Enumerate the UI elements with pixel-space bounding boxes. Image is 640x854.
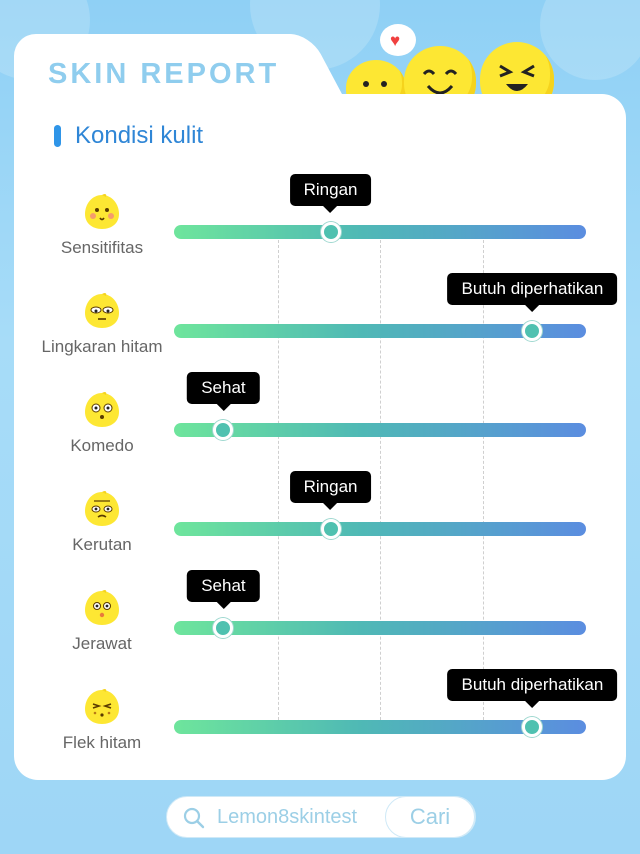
level-slider-knob bbox=[213, 618, 234, 638]
heart-icon: ♥ bbox=[390, 31, 401, 50]
level-slider-track bbox=[174, 618, 586, 638]
level-slider-track bbox=[174, 321, 586, 341]
skin-condition-row: Kerutan Ringan bbox=[14, 471, 626, 579]
level-slider-track bbox=[174, 420, 586, 440]
row-label: Flek hitam bbox=[62, 733, 142, 752]
status-tooltip: Butuh diperhatikan bbox=[447, 669, 618, 708]
grid-line bbox=[483, 240, 484, 720]
row-label: Lingkaran hitam bbox=[41, 337, 163, 356]
level-slider-track bbox=[174, 717, 586, 737]
section-title: Kondisi kulit bbox=[75, 122, 204, 149]
row-label: Jerawat bbox=[72, 634, 132, 653]
skin-condition-row: Lingkaran hitam Butuh diperhatikan bbox=[14, 273, 626, 381]
skin-condition-row: Jerawat Sehat bbox=[14, 570, 626, 678]
section-header: Kondisi kulit bbox=[54, 122, 203, 150]
skin-report-card: Kondisi kulit Sensitifitas Ringan Lingkara… bbox=[14, 94, 626, 780]
grid-line bbox=[278, 240, 279, 720]
section-accent bbox=[54, 125, 61, 147]
tired-lemon-icon bbox=[82, 291, 122, 331]
dotted-lemon-icon bbox=[82, 390, 122, 430]
level-slider-knob bbox=[320, 222, 341, 242]
skin-condition-row: Sensitifitas Ringan bbox=[14, 174, 626, 282]
level-slider-knob bbox=[522, 717, 543, 737]
heart-bubble: ♥ bbox=[380, 24, 416, 56]
level-slider-knob bbox=[213, 420, 234, 440]
status-tooltip: Ringan bbox=[289, 174, 372, 213]
page-title: SKIN REPORT bbox=[48, 58, 280, 90]
blush-lemon-icon bbox=[82, 192, 122, 232]
row-label: Komedo bbox=[70, 436, 134, 455]
status-tooltip: Butuh diperhatikan bbox=[447, 273, 618, 312]
level-slider-knob bbox=[522, 321, 543, 341]
search-bar[interactable]: Lemon8skintest Cari bbox=[166, 796, 476, 838]
search-icon bbox=[183, 807, 205, 829]
status-tooltip: Sehat bbox=[187, 372, 260, 411]
skin-condition-row: Komedo Sehat bbox=[14, 372, 626, 480]
search-button[interactable]: Cari bbox=[385, 796, 475, 838]
status-tooltip: Sehat bbox=[187, 570, 260, 609]
status-tooltip: Ringan bbox=[289, 471, 372, 510]
row-label: Sensitifitas bbox=[60, 238, 144, 257]
wrinkled-lemon-icon bbox=[82, 489, 122, 529]
grid-line bbox=[380, 240, 381, 720]
row-label: Kerutan bbox=[72, 535, 132, 554]
level-slider-track bbox=[174, 222, 586, 242]
level-slider-knob bbox=[320, 519, 341, 539]
level-slider-track bbox=[174, 519, 586, 539]
search-input[interactable]: Lemon8skintest bbox=[217, 806, 358, 828]
skin-condition-row: Flek hitam Butuh diperhatikan bbox=[14, 669, 626, 777]
pimple-lemon-icon bbox=[82, 588, 122, 628]
spotted-lemon-icon bbox=[82, 687, 122, 727]
